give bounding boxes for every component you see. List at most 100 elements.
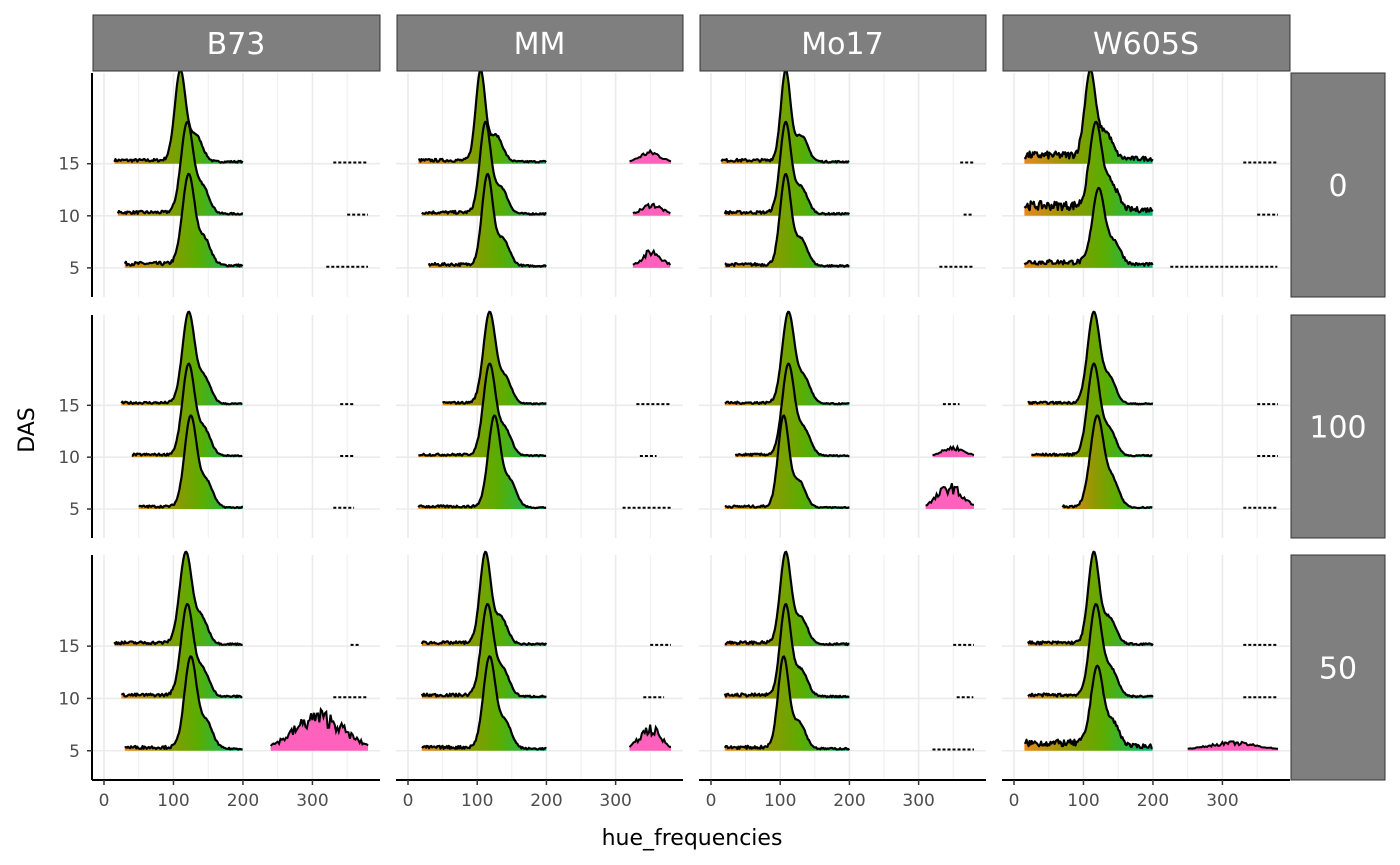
panel-W605S-0: [1023, 68, 1278, 268]
ridge-pink-line-das-10: [632, 202, 671, 215]
row-strip-bg: [1290, 554, 1386, 781]
ridge-pink-fill-das-5: [632, 250, 671, 268]
y-tick-label: 10: [58, 207, 80, 227]
col-strip-MM: MM: [396, 14, 684, 72]
row-strip-100: 100: [1290, 314, 1386, 539]
col-strip-bg: [699, 14, 987, 72]
ridge-fill-das-10: [421, 604, 547, 699]
row-strip-50: 50: [1290, 554, 1386, 781]
panel-Mo17-50: [723, 550, 974, 751]
x-axis-col-W605S: 0 100 200 300: [1002, 779, 1290, 811]
ridge-fill-das-5: [724, 415, 850, 510]
ridge-fill-das-5: [724, 656, 850, 751]
ridge-line-das-15: [113, 550, 243, 646]
ridge-pink-fill-das-15: [629, 150, 671, 164]
x-tick-label: 300: [1206, 791, 1238, 811]
y-tick-label: 10: [58, 448, 80, 468]
y-tick-label: 15: [58, 637, 80, 657]
ridge-pink-line-das-15: [629, 148, 672, 163]
ridge-line-das-10: [120, 603, 243, 699]
col-strip-B73: B73: [92, 14, 381, 72]
ridge-pink-fill-das-5: [270, 709, 368, 751]
x-axis-title: hue_frequencies: [602, 826, 783, 851]
panel-W605S-50: [1023, 550, 1279, 751]
x-tick-label: 100: [157, 791, 189, 811]
ridge-fill-das-5: [1024, 188, 1153, 268]
ridge-fill-das-10: [724, 121, 850, 216]
ridge-line-das-5: [417, 414, 547, 510]
ridge-fill-das-15: [114, 69, 243, 164]
col-strip-W605S: W605S: [1002, 14, 1291, 72]
ridge-fill-das-5: [124, 173, 243, 268]
x-tick-label: 200: [833, 791, 865, 811]
ridge-fill-das-5: [421, 656, 547, 751]
x-axis-col-Mo17: 0 100 200 300: [699, 779, 986, 811]
ridge-pink-line-das-5: [269, 706, 369, 747]
x-tick-label: 100: [764, 791, 796, 811]
ridge-pink-fill-das-5: [925, 483, 974, 510]
ridge-line-das-15: [420, 550, 548, 646]
y-tick-label: 5: [69, 259, 80, 279]
x-tick-label: 0: [99, 791, 110, 811]
y-tick-label: 10: [58, 689, 80, 709]
ridge-line-das-5: [1061, 414, 1153, 510]
ridge-fill-das-5: [1062, 415, 1153, 510]
ridge-fill-das-15: [721, 69, 850, 164]
ridge-line-das-5: [427, 172, 547, 268]
ridge-line-das-10: [1027, 603, 1154, 699]
ridge-line-das-5: [123, 172, 244, 268]
row-strip-bg: [1290, 72, 1386, 298]
ridge-line-das-5: [124, 655, 243, 751]
x-tick-label: 300: [296, 791, 328, 811]
ridge-fill-das-15: [724, 311, 850, 406]
panel-Mo17-100: [724, 310, 975, 510]
col-strip-label: Mo17: [801, 27, 883, 62]
row-strip-label: 50: [1319, 652, 1357, 687]
row-strip-0: 0: [1290, 72, 1386, 298]
ridge-line-das-10: [1023, 120, 1154, 214]
x-tick-label: 0: [403, 791, 414, 811]
x-tick-label: 0: [706, 791, 717, 811]
ridge-line-das-15: [120, 310, 243, 406]
panel-B73-0: [113, 68, 368, 268]
row-strip-label: 100: [1309, 411, 1366, 446]
ridge-fill-das-10: [1027, 604, 1153, 699]
ridge-fill-das-10: [121, 604, 243, 699]
x-tick-label: 100: [1067, 791, 1099, 811]
ridge-fill-das-10: [1031, 363, 1153, 458]
panel-grid-B73-100: [92, 315, 380, 538]
panel-Mo17-0: [720, 68, 974, 268]
panel-B73-50: [113, 550, 369, 751]
ridge-fill-das-15: [1024, 69, 1153, 164]
ridge-line-das-15: [1027, 310, 1153, 406]
ridge-line-das-10: [420, 603, 547, 699]
ridge-line-das-10: [723, 603, 850, 699]
ridge-fill-das-15: [1027, 311, 1153, 406]
ridge-pink-line-das-5: [925, 483, 975, 507]
ridge-line-das-15: [1026, 550, 1154, 647]
col-strip-bg: [396, 14, 684, 72]
y-axis-title: DAS: [15, 407, 40, 453]
x-axis-col-B73: 0 100 200 300: [92, 779, 380, 811]
ridge-fill-das-15: [724, 551, 850, 647]
ridge-pink-fill-das-5: [629, 724, 671, 751]
strips-layer: B73 MM Mo17 W605S 0 100 50: [92, 14, 1386, 781]
ridge-line-das-15: [113, 68, 244, 164]
ridge-line-das-15: [417, 68, 547, 164]
panels-layer: [92, 68, 1290, 780]
ridge-fill-das-5: [428, 174, 547, 268]
y-axis-row-0: 5 10 15: [58, 73, 93, 297]
col-strip-bg: [1002, 14, 1291, 72]
ridge-fill-das-15: [421, 551, 547, 647]
ridge-pink-line-das-5: [628, 724, 672, 748]
row-strip-bg: [1290, 314, 1386, 539]
y-tick-label: 5: [69, 742, 80, 762]
panel-MM-100: [417, 310, 671, 510]
ridge-line-das-10: [131, 362, 243, 458]
ridge-fill-das-10: [724, 604, 850, 699]
x-tick-label: 300: [902, 791, 934, 811]
ridge-line-das-5: [723, 655, 851, 751]
ridge-line-das-15: [1023, 68, 1154, 162]
